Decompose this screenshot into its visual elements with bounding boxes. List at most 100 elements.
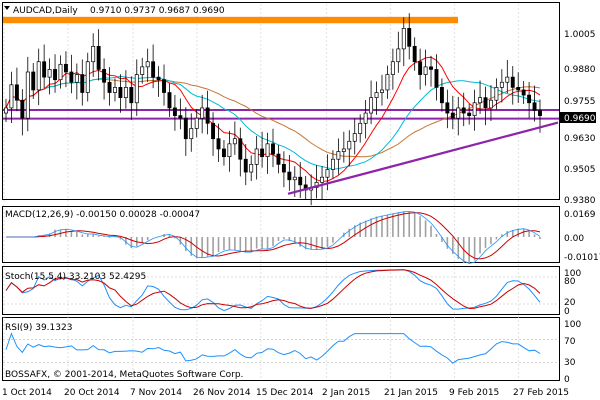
stoch-main-line [5, 269, 541, 312]
copyright-text: BOSSAFX, © 2001-2014, MetaQuotes Softwar… [5, 370, 243, 380]
symbol-label: AUDCAD,Daily [13, 6, 78, 16]
candle-body [483, 97, 488, 109]
candle-body [249, 164, 254, 173]
candle-body [47, 69, 52, 78]
candle-body [429, 66, 433, 70]
candle-body [238, 138, 243, 160]
price-tick-label: 0.9755 [564, 97, 596, 107]
candle-body [80, 74, 85, 93]
candle-body [363, 112, 368, 124]
candle-body [74, 74, 79, 83]
candle-body [505, 76, 510, 83]
candle-body [102, 69, 107, 83]
stoch-tick-label: 100 [564, 269, 581, 279]
rsi-labels: RSI(9) 39.1323 100 70 30 0 [5, 320, 581, 385]
stoch-signal-line [5, 269, 541, 310]
macd-tick-label: 0.00 [564, 234, 584, 244]
candle-body [467, 112, 472, 116]
macd-signal-line [6, 212, 541, 260]
candle-body [151, 61, 156, 78]
candle-body [472, 102, 477, 116]
candle-body [292, 176, 297, 181]
candle-body [156, 76, 161, 81]
candle-body [58, 63, 63, 81]
candle-body [145, 61, 150, 68]
candle-body [336, 151, 341, 160]
candle-body [412, 45, 417, 63]
candle-body [380, 89, 384, 93]
time-tick-label: 2 Jan 2015 [322, 388, 370, 398]
candle-body [330, 158, 335, 170]
candle-body [200, 107, 205, 119]
price-axis: 1.0005 0.9880 0.9755 0.9630 0.9505 0.938… [560, 30, 596, 206]
candle-body [271, 143, 275, 155]
candle-body [281, 164, 286, 173]
candle-body [439, 87, 444, 104]
candle-body [325, 169, 330, 178]
candle-body [287, 171, 292, 181]
candle-body [123, 87, 128, 99]
time-tick-label: 9 Feb 2015 [449, 388, 499, 398]
candle-body [341, 148, 346, 152]
candle-body [172, 107, 177, 116]
candle-body [516, 87, 521, 91]
candle-body [450, 112, 455, 119]
candle-body [499, 81, 504, 88]
time-tick-label: 1 Oct 2014 [2, 388, 52, 398]
stoch-tick-label: 80 [564, 277, 576, 287]
candle-body [494, 87, 499, 101]
candle-body [276, 153, 281, 165]
stoch-tick-label: 20 [564, 298, 576, 308]
candle-body [167, 92, 172, 109]
candle-body [91, 45, 96, 63]
macd-label: MACD(12,26,9) -0.00150 0.00028 -0.00047 [5, 210, 200, 220]
macd-labels: MACD(12,26,9) -0.00150 0.00028 -0.00047 … [5, 210, 600, 263]
price-tick-label: 0.9880 [564, 65, 596, 75]
candle-body [532, 102, 537, 111]
candle-body [456, 107, 461, 119]
grid [3, 4, 519, 380]
candle-body [461, 107, 466, 114]
candle-body [232, 138, 237, 145]
candle-body [243, 158, 248, 173]
candle-body [140, 66, 145, 75]
candle-body [320, 176, 324, 183]
current-price-tag [560, 112, 596, 123]
rsi-tick-label: 30 [564, 358, 576, 368]
time-tick-label: 20 Oct 2014 [64, 388, 120, 398]
candle-body [36, 61, 41, 91]
rsi-tick-label: 100 [564, 320, 581, 330]
time-tick-label: 27 Feb 2015 [513, 388, 569, 398]
time-tick-label: 26 Nov 2014 [193, 388, 251, 398]
price-tick-label: 0.9380 [564, 196, 596, 206]
candle-body [445, 102, 450, 114]
candle-body [369, 97, 374, 114]
candle-body [134, 74, 139, 104]
triangle-down-icon[interactable] [4, 6, 10, 10]
candle-body [527, 94, 532, 104]
candle-body [385, 74, 390, 91]
trendline [287, 121, 559, 195]
candle-body [63, 63, 68, 73]
candle-body [358, 122, 363, 134]
macd-plot [6, 211, 541, 264]
candle-body [183, 117, 188, 140]
stoch-panel-frame [2, 266, 560, 315]
stoch-label: Stoch(15,5,4) 33.2103 52.4295 [5, 272, 146, 282]
candle-body [478, 97, 483, 104]
candle-body [53, 69, 57, 81]
candle-body [25, 71, 30, 119]
candle-body [69, 71, 74, 83]
ohlc-values: 0.9710 0.9737 0.9687 0.9690 [90, 6, 225, 16]
candle-body [352, 133, 357, 142]
candle-body [107, 81, 112, 93]
rsi-panel-frame [2, 317, 560, 381]
macd-panel-frame [2, 206, 560, 263]
candle-body [211, 122, 216, 140]
candle-body [401, 28, 406, 50]
candle-body [489, 99, 493, 109]
candle-body [390, 61, 395, 75]
panel-frames [2, 2, 560, 381]
main-panel-frame [2, 2, 560, 200]
